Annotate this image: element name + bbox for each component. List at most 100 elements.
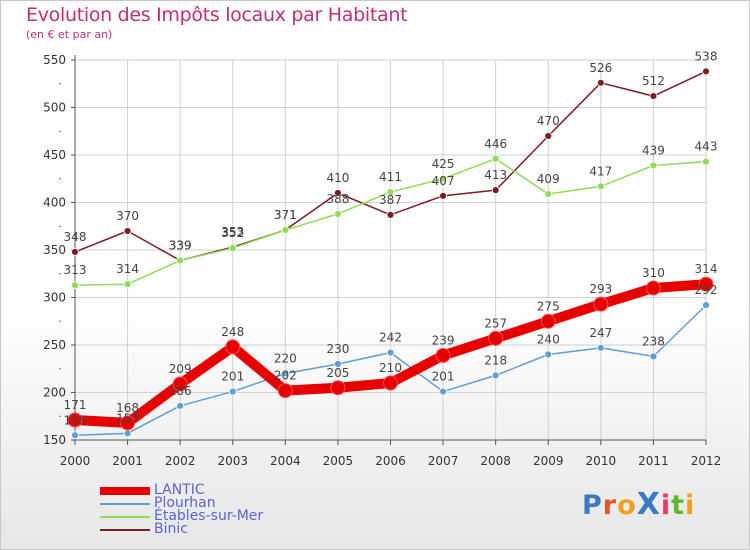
data-label-lantic: 257: [484, 316, 507, 330]
data-point-plourhan: [439, 387, 447, 396]
data-point-lantic: [120, 415, 136, 431]
chart-subtitle: (en € et par an): [26, 28, 113, 41]
data-point-plourhan: [228, 387, 237, 396]
x-tick-label: 2006: [375, 454, 406, 468]
x-tick-label: 2009: [533, 454, 564, 468]
data-label-plourhan: 155: [64, 413, 87, 427]
x-tick-label: 2004: [270, 454, 301, 468]
data-point-plourhan: [386, 348, 395, 357]
data-label-lantic: 239: [432, 333, 455, 347]
legend-swatch: [100, 529, 150, 531]
x-tick-label: 2007: [428, 454, 459, 468]
x-tick-label: 2008: [480, 454, 511, 468]
data-label-plourhan: 242: [379, 331, 402, 345]
data-label-lantic: 275: [537, 299, 560, 313]
data-label-lantic: 310: [642, 266, 665, 280]
data-label-plourhan: 238: [642, 334, 665, 348]
data-label-plourhan: 230: [326, 342, 349, 356]
data-label-binic: 353: [221, 225, 244, 239]
data-label-lantic: 209: [169, 362, 192, 376]
data-label-plourhan: 201: [432, 370, 455, 384]
data-point-etables-sur-mer: [596, 182, 605, 191]
data-point-plourhan: [544, 350, 553, 359]
y-tick-label: 250: [43, 338, 66, 352]
x-tick-label: 2000: [60, 454, 91, 468]
data-label-lantic: 210: [379, 361, 402, 375]
y-tick-label: 550: [43, 53, 66, 67]
data-label-etables-sur-mer: 411: [379, 170, 402, 184]
data-label-binic: 370: [116, 209, 139, 223]
data-point-etables-sur-mer: [334, 209, 342, 218]
data-label-lantic: 293: [589, 282, 612, 296]
data-point-plourhan: [596, 343, 605, 352]
x-tick-label: 2011: [638, 454, 669, 468]
data-point-etables-sur-mer: [123, 280, 132, 289]
data-label-lantic: 205: [326, 366, 349, 380]
data-point-plourhan: [334, 360, 342, 368]
data-point-plourhan: [281, 369, 290, 378]
data-label-etables-sur-mer: 314: [116, 262, 139, 276]
data-point-lantic: [435, 347, 451, 363]
y-tick-label: 300: [43, 291, 66, 305]
y-tick-label: 350: [43, 243, 66, 257]
data-point-binic: [596, 78, 605, 87]
data-point-lantic: [172, 376, 188, 392]
data-point-etables-sur-mer: [176, 256, 185, 265]
data-label-plourhan: 157: [116, 411, 139, 425]
data-label-plourhan: 292: [695, 283, 718, 297]
legend-item: Étables-sur-Mer: [100, 508, 360, 524]
data-point-lantic: [698, 276, 714, 292]
data-label-plourhan: 220: [274, 352, 297, 366]
x-tick-label: 2005: [323, 454, 354, 468]
data-label-etables-sur-mer: 371: [274, 208, 297, 222]
legend-swatch: [100, 487, 150, 495]
data-point-etables-sur-mer: [281, 226, 290, 234]
legend-item: Binic: [100, 521, 360, 537]
data-point-etables-sur-mer: [71, 281, 79, 290]
data-point-etables-sur-mer: [439, 174, 447, 183]
data-label-binic: 371: [274, 208, 297, 222]
data-label-binic: 526: [589, 61, 612, 75]
y-tick-label: 450: [43, 148, 66, 162]
data-point-plourhan: [491, 371, 500, 380]
data-label-plourhan: 240: [537, 333, 560, 347]
data-point-binic: [439, 191, 447, 200]
x-tick-label: 2001: [112, 454, 143, 468]
data-point-lantic: [593, 296, 609, 312]
x-tick-label: 2010: [586, 454, 617, 468]
data-label-etables-sur-mer: 388: [326, 192, 349, 206]
y-tick-label: 500: [43, 101, 66, 115]
data-label-etables-sur-mer: 439: [642, 143, 665, 157]
data-point-plourhan: [71, 431, 79, 440]
data-point-binic: [491, 186, 500, 195]
legend-label: LANTIC: [154, 482, 205, 498]
data-point-lantic: [488, 330, 504, 346]
legend-label: Étables-sur-Mer: [154, 508, 264, 524]
x-tick-label: 2003: [217, 454, 248, 468]
data-label-binic: 410: [326, 171, 349, 185]
data-point-lantic: [645, 280, 661, 296]
data-label-etables-sur-mer: 409: [537, 172, 560, 186]
data-label-lantic: 171: [64, 398, 87, 412]
data-label-lantic: 314: [695, 262, 718, 276]
legend-item: LANTIC: [100, 482, 360, 498]
data-point-binic: [544, 132, 553, 140]
data-point-plourhan: [123, 429, 132, 438]
data-label-plourhan: 201: [221, 370, 244, 384]
data-label-lantic: 248: [221, 325, 244, 339]
data-point-lantic: [225, 339, 241, 355]
legend-label: Plourhan: [154, 495, 216, 511]
data-label-lantic: 202: [274, 369, 297, 383]
legend-label: Binic: [154, 521, 188, 537]
data-point-binic: [334, 189, 342, 197]
data-point-lantic: [540, 313, 556, 329]
data-point-plourhan: [176, 401, 185, 410]
x-tick-label: 2012: [691, 454, 722, 468]
data-label-plourhan: 218: [484, 353, 507, 367]
data-label-etables-sur-mer: 446: [484, 137, 507, 151]
data-label-etables-sur-mer: 443: [695, 140, 718, 154]
y-tick-label: 400: [43, 196, 66, 210]
legend-swatch: [100, 503, 150, 505]
data-point-etables-sur-mer: [386, 188, 395, 196]
